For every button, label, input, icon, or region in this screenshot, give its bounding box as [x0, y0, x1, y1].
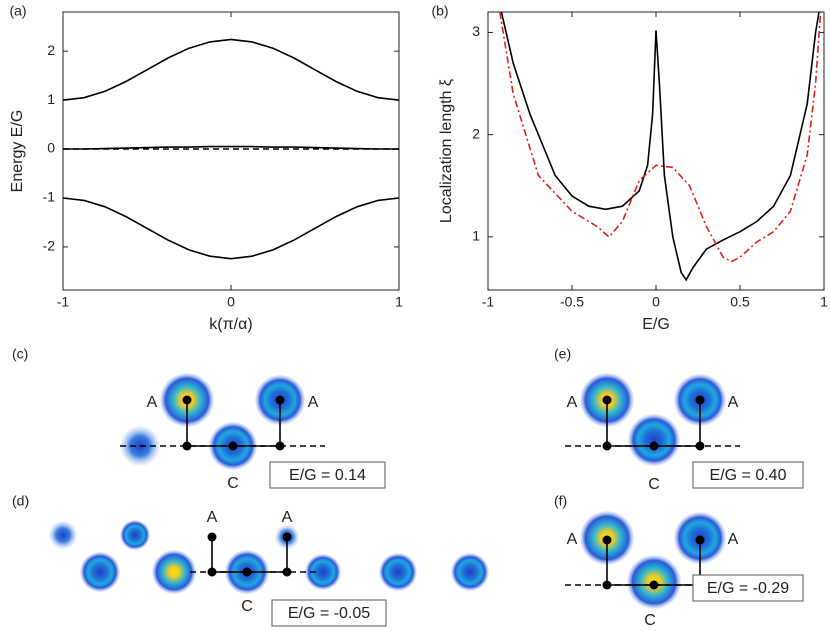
x-tick-label: 0 [652, 294, 660, 310]
x-tick-label: -1 [57, 294, 70, 310]
site-label: A [567, 394, 578, 411]
panel-label: (e) [554, 346, 571, 362]
site-label: A [567, 531, 578, 548]
plot-frame [62, 11, 400, 291]
site-label: A [207, 509, 218, 526]
panel-label: (a) [9, 3, 26, 19]
site [695, 535, 705, 545]
plot-frame [487, 11, 825, 291]
site [602, 535, 612, 545]
x-tick-label: 1 [820, 294, 828, 310]
y-tick-label: 2 [47, 42, 55, 58]
wavefunction-blob [80, 552, 120, 592]
site-label: A [308, 394, 319, 411]
panel-label: (b) [431, 3, 448, 19]
site [207, 567, 217, 577]
energy-box [271, 599, 387, 627]
line-series [499, 12, 822, 263]
wavefunction-blob [49, 521, 77, 549]
site [275, 441, 285, 451]
site-label: C [227, 475, 239, 492]
x-tick-label: -1 [482, 294, 495, 310]
x-tick-label: 0.5 [730, 294, 750, 310]
site [282, 532, 292, 542]
energy-box [692, 574, 804, 602]
site-label: A [728, 531, 739, 548]
energy-label: E/G = 0.14 [289, 467, 366, 484]
site [182, 441, 192, 451]
site-label: A [728, 394, 739, 411]
series-group [499, 12, 822, 282]
site [228, 441, 238, 451]
site [649, 580, 659, 590]
y-tick-label: 2 [472, 125, 480, 141]
site-label: C [241, 598, 253, 615]
energy-label: E/G = -0.29 [707, 580, 789, 597]
site [282, 567, 292, 577]
energy-label: E/G = 0.40 [710, 467, 787, 484]
line-series [63, 197, 399, 260]
wavefunction-blob [451, 553, 489, 591]
y-tick-label: 0 [47, 140, 55, 156]
site [275, 395, 285, 405]
site-label: A [282, 509, 293, 526]
y-tick-label: 3 [472, 23, 480, 39]
site [207, 532, 217, 542]
line-series [63, 38, 399, 101]
wavefunction-blob [305, 554, 341, 590]
y-axis-label: Energy E/G [9, 110, 26, 193]
site [242, 567, 252, 577]
panel-label: (d) [12, 493, 29, 509]
x-tick-label: -0.5 [560, 294, 584, 310]
panel-label: (c) [12, 346, 28, 362]
y-tick-label: 1 [472, 228, 480, 244]
energy-label: E/G = -0.05 [288, 605, 370, 622]
x-tick-label: 1 [395, 294, 403, 310]
x-tick-label: 0 [227, 294, 235, 310]
wavefunction-blob [628, 414, 680, 466]
y-tick-label: 1 [47, 91, 55, 107]
site-label: C [644, 612, 656, 629]
site [602, 395, 612, 405]
site [695, 395, 705, 405]
panel-label: (f) [554, 493, 567, 509]
site [602, 580, 612, 590]
x-axis-label: E/G [642, 316, 670, 333]
site [602, 441, 612, 451]
energy-box [269, 461, 386, 489]
x-axis-label: k(π/α) [209, 316, 252, 333]
y-tick-label: -2 [43, 238, 56, 254]
site-label: A [147, 394, 158, 411]
y-tick-label: -1 [43, 189, 56, 205]
line-series [500, 12, 820, 282]
energy-box [692, 461, 804, 489]
site-label: C [648, 476, 660, 493]
wavefunction-blob [379, 553, 417, 591]
y-axis-label: Localization length ξ [438, 79, 455, 223]
site [182, 395, 192, 405]
wavefunction-blob [120, 520, 150, 550]
site [649, 441, 659, 451]
series-group [63, 38, 399, 260]
wavefunction-blob [152, 550, 196, 594]
site [695, 441, 705, 451]
